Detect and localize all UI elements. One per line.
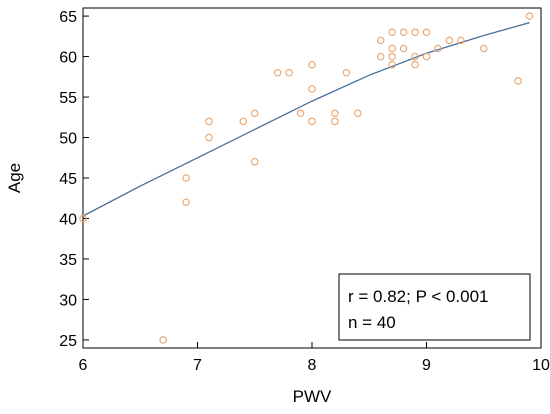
stats-annotation-box <box>338 273 531 341</box>
data-point <box>399 28 408 37</box>
x-tick-label: 6 <box>79 357 88 374</box>
data-point <box>251 109 259 117</box>
data-point <box>308 85 316 93</box>
data-point <box>388 60 396 69</box>
x-tick-label: 8 <box>308 357 317 374</box>
data-point <box>331 117 339 126</box>
y-tick-label: 65 <box>59 9 77 26</box>
y-tick-label: 25 <box>59 333 77 350</box>
data-point <box>205 133 213 142</box>
data-point <box>399 44 408 53</box>
stats-annotation-line-1: r = 0.82; P < 0.001 <box>348 287 489 306</box>
data-point <box>205 117 213 126</box>
x-tick-label: 10 <box>532 357 550 374</box>
data-point <box>457 36 465 45</box>
data-point <box>445 36 454 45</box>
stats-annotation-line-2: n = 40 <box>348 313 396 332</box>
y-tick-label: 45 <box>59 171 77 188</box>
data-point <box>411 60 419 69</box>
data-point <box>182 198 190 207</box>
data-point <box>422 52 431 61</box>
data-point <box>273 69 282 77</box>
data-point <box>422 28 431 37</box>
data-point <box>525 12 534 20</box>
y-tick-label: 30 <box>59 292 77 309</box>
data-point <box>411 28 419 37</box>
y-tick-label: 50 <box>59 131 77 148</box>
data-point <box>308 117 316 126</box>
data-point <box>296 109 305 117</box>
y-tick-label: 40 <box>59 211 77 228</box>
data-point <box>342 69 351 77</box>
data-point <box>388 44 396 53</box>
data-point <box>514 77 522 85</box>
data-point <box>251 158 259 166</box>
stats-annotation: r = 0.82; P < 0.001 n = 40 <box>338 273 531 341</box>
y-axis-title: Age <box>5 163 24 193</box>
data-point <box>79 214 87 223</box>
data-point <box>411 52 419 61</box>
data-point <box>376 52 385 61</box>
data-point <box>376 36 385 45</box>
x-axis: 6 7 8 9 10 <box>79 342 550 374</box>
data-point <box>388 52 396 61</box>
x-tick-label: 7 <box>193 357 202 374</box>
data-point <box>479 44 488 53</box>
y-tick-label: 60 <box>59 50 77 67</box>
data-point <box>388 28 396 37</box>
data-point <box>308 60 316 69</box>
data-point <box>285 69 293 77</box>
y-tick-label: 55 <box>59 90 77 107</box>
trend-line <box>82 21 530 217</box>
data-point <box>159 336 167 344</box>
x-tick-label: 9 <box>422 357 431 374</box>
scatter-points <box>79 12 534 344</box>
data-point <box>331 109 339 117</box>
data-point <box>434 44 442 53</box>
y-axis: 25 30 35 40 45 50 55 60 65 <box>59 9 89 350</box>
data-point <box>354 109 362 117</box>
x-axis-title: PWV <box>293 387 332 406</box>
y-tick-label: 35 <box>59 252 77 269</box>
data-point <box>182 174 190 182</box>
data-point <box>239 117 248 126</box>
